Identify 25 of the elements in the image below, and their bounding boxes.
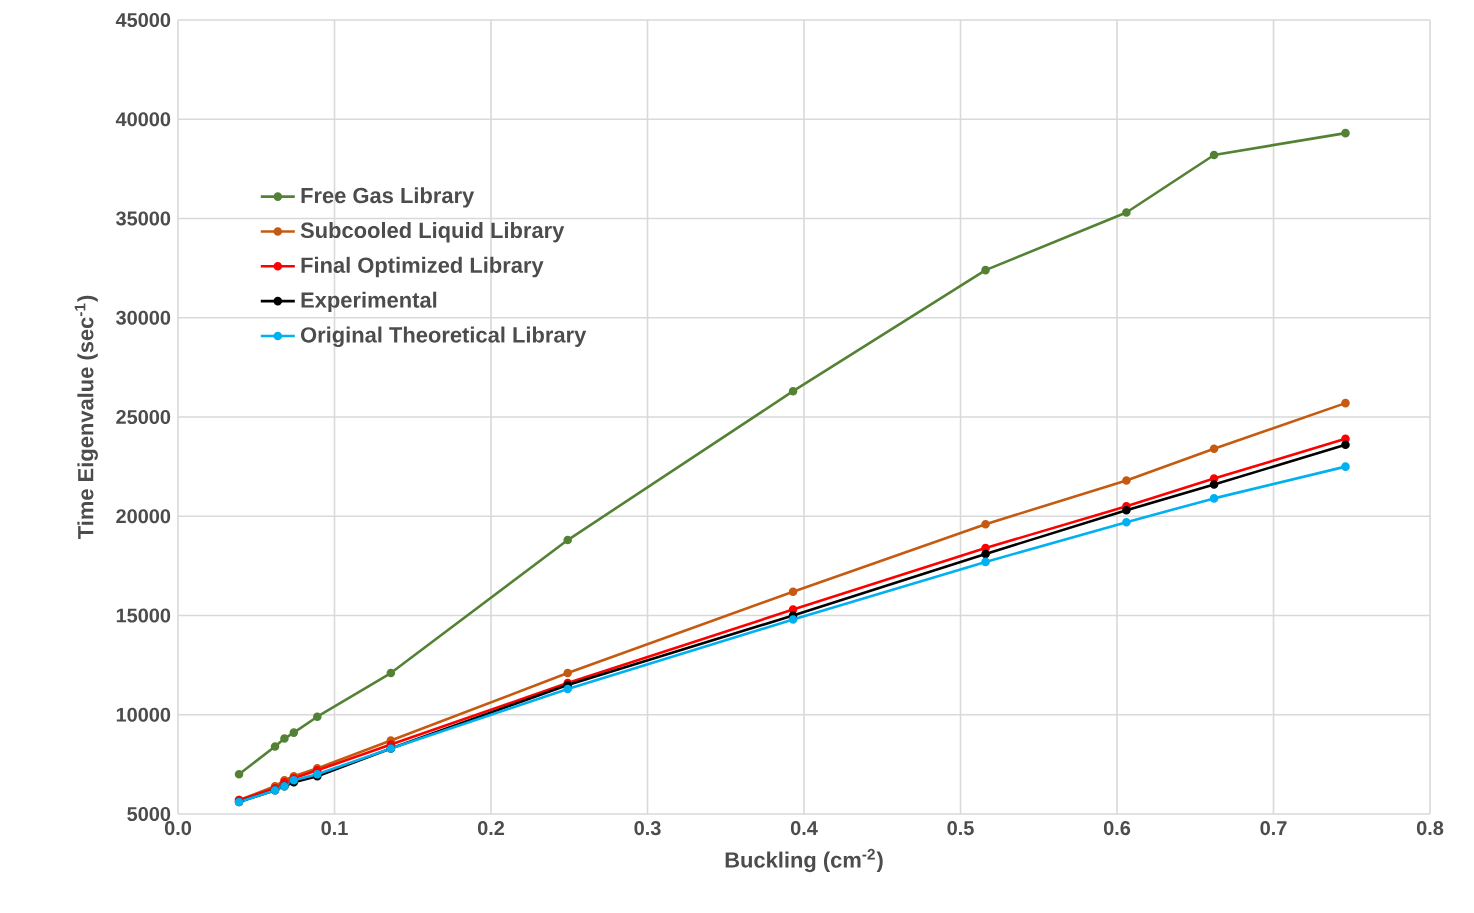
y-tick-label: 15000	[116, 608, 171, 623]
x-tick-label: 0.5	[947, 821, 974, 836]
x-tick-label: 0.3	[634, 821, 661, 836]
x-tick-label: 0.6	[1103, 821, 1131, 836]
y-axis-title: Time Eigenvalue (sec$^{-1}$)	[74, 295, 98, 539]
x-tick-label: 0.8	[1416, 821, 1444, 836]
legend-label: Free Gas Library	[301, 187, 475, 208]
legend-label: Subcooled Liquid Library	[300, 222, 565, 243]
x-tick-label: 0.0	[164, 821, 192, 836]
y-tick-label: 45000	[115, 12, 171, 28]
y-tick-label: 10000	[116, 707, 171, 722]
y-tick-label: 20000	[116, 509, 171, 524]
legend-label: Original Theoretical Library	[300, 326, 587, 348]
legend-label: Experimental	[301, 291, 437, 313]
y-tick-label: 40000	[115, 112, 171, 127]
y-tick-label: 30000	[116, 310, 171, 325]
y-tick-label: 35000	[116, 211, 171, 226]
y-tick-label: 25000	[116, 409, 171, 425]
x-tick-label: 0.2	[477, 821, 505, 836]
x-tick-label: 0.4	[790, 821, 818, 836]
legend-label: Final Optimized Library	[301, 256, 544, 278]
x-axis-title: Buckling (cm$^{-2}$)	[725, 848, 883, 873]
x-tick-label: 0.7	[1260, 821, 1287, 836]
y-tick-label: 5000	[127, 806, 171, 822]
x-tick-label: 0.1	[321, 821, 348, 836]
